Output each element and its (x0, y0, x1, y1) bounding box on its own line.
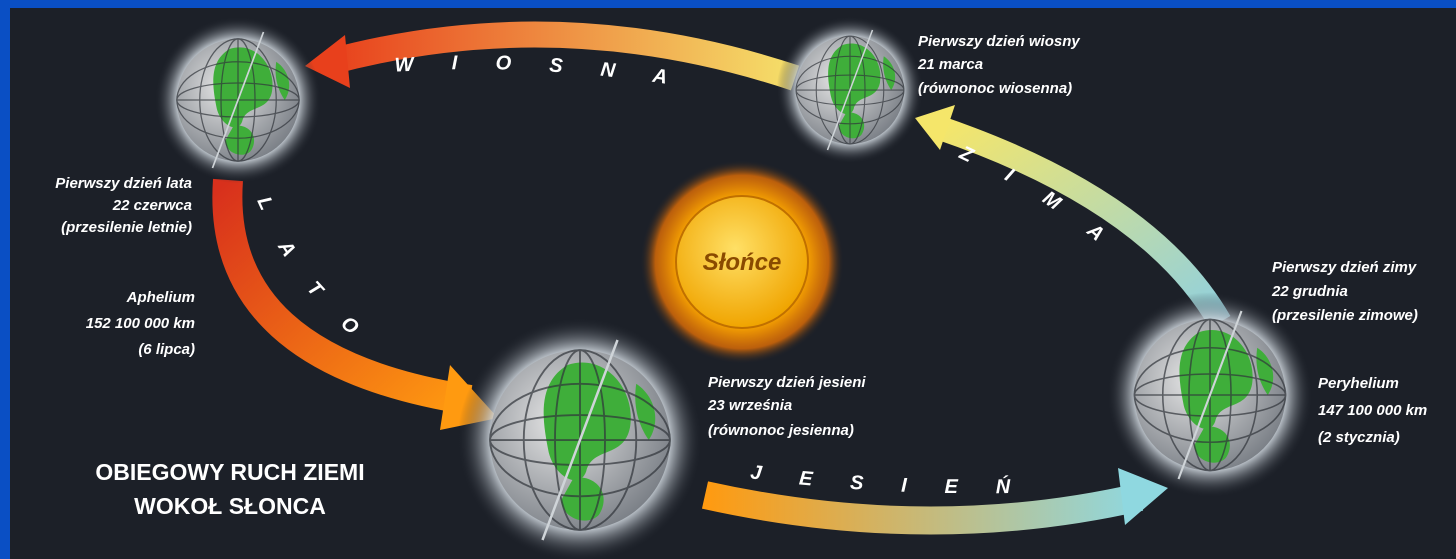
winter-label: Pierwszy dzień zimy (1272, 259, 1417, 276)
sun-label: Słońce (703, 249, 782, 276)
arrow-winter (936, 116, 1231, 329)
autumn-date: 23 września (707, 397, 792, 414)
arrowhead (1118, 468, 1168, 525)
globe-summer (153, 15, 323, 185)
sun: Słońce (640, 160, 844, 364)
autumn-label: Pierwszy dzień jesieni (708, 374, 866, 391)
autumn-note: (równonoc jesienna) (708, 422, 854, 439)
perihelion-label: Peryhelium (1318, 375, 1399, 392)
winter-note: (przesilenie zimowe) (1272, 307, 1418, 324)
summer-note: (przesilenie letnie) (61, 219, 192, 236)
labels: Pierwszy dzień lata 22 czerwca (przesile… (55, 33, 1427, 519)
title-line: WOKOŁ SŁONCA (134, 493, 326, 519)
globe-autumn (456, 316, 704, 559)
globe-spring (775, 15, 925, 165)
arrowhead (305, 35, 350, 88)
orbit-arrows (212, 21, 1231, 535)
arrow-summer (212, 178, 473, 415)
spring-date: 21 marca (917, 56, 983, 73)
winter-date: 22 grudnia (1271, 283, 1348, 300)
summer-label: Pierwszy dzień lata (55, 175, 192, 192)
aphelion-distance: 152 100 000 km (86, 315, 195, 332)
perihelion-date: (2 stycznia) (1318, 429, 1400, 446)
arrow-spring (326, 21, 800, 91)
sun-disk (675, 195, 809, 329)
arrow-autumn (701, 481, 1144, 535)
title-line: OBIEGOWY RUCH ZIEMI (95, 459, 364, 485)
spring-label: Pierwszy dzień wiosny (918, 33, 1080, 50)
perihelion-distance: 147 100 000 km (1318, 402, 1427, 419)
summer-date: 22 czerwca (112, 197, 192, 214)
aphelion-label: Aphelium (126, 289, 195, 306)
aphelion-date: (6 lipca) (138, 341, 195, 358)
spring-note: (równonoc wiosenna) (918, 80, 1072, 97)
arrowhead (915, 105, 955, 150)
